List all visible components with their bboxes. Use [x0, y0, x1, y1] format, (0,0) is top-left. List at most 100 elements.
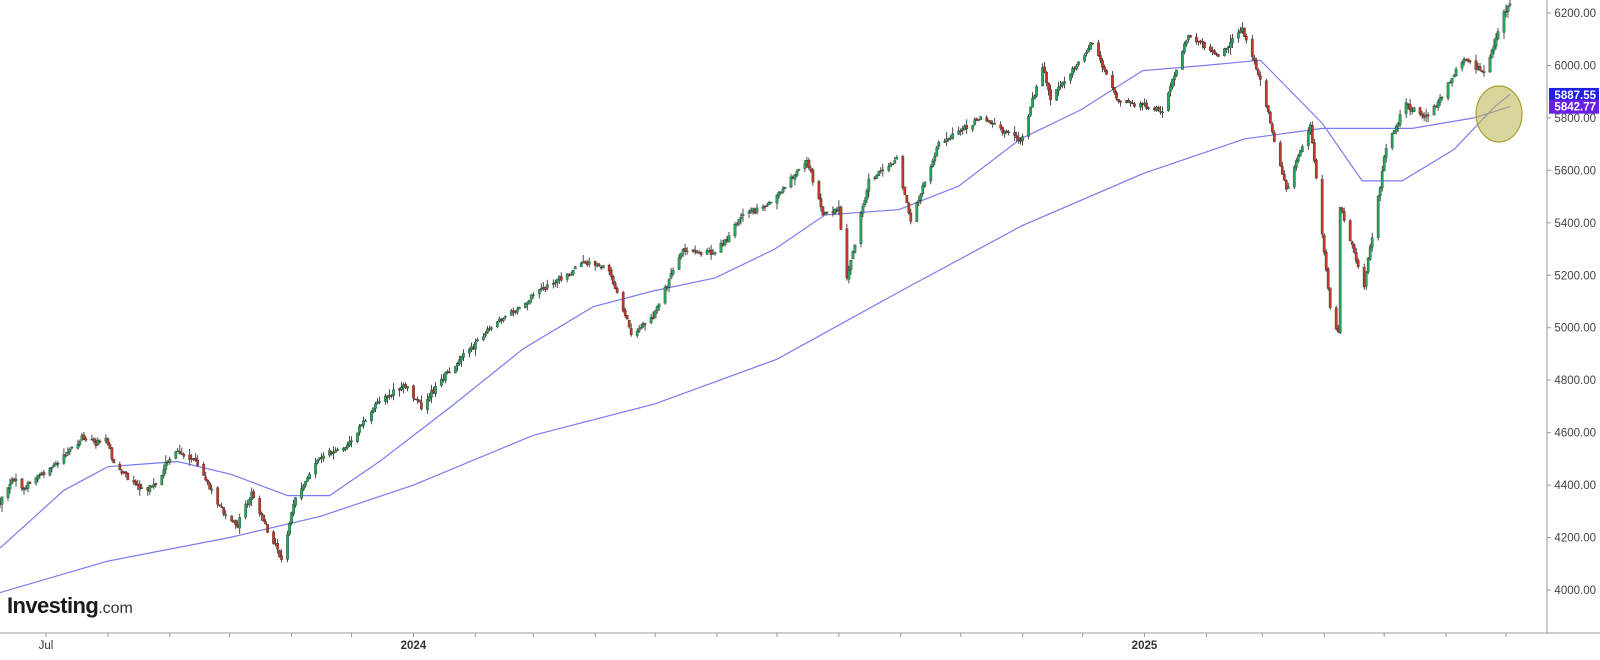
candle [917, 195, 921, 206]
candle [182, 452, 186, 460]
candle [807, 157, 811, 170]
candle [1063, 76, 1066, 89]
candle [573, 265, 577, 270]
ma200-price-tag: 5842.77 [1549, 99, 1599, 114]
candle [1113, 86, 1116, 95]
ma50-price-tag: 5887.55 [1549, 87, 1599, 102]
candle [1007, 129, 1011, 136]
candle [28, 481, 32, 484]
candle [817, 179, 821, 201]
candle [1462, 56, 1466, 66]
candle [739, 212, 743, 225]
candle [448, 367, 451, 374]
candle [96, 437, 100, 446]
candle [110, 447, 114, 462]
candle [300, 482, 303, 501]
candle [1350, 240, 1354, 249]
candle [316, 459, 319, 465]
candle [1312, 138, 1316, 164]
candle [440, 374, 443, 388]
candle [238, 513, 242, 534]
candle [290, 511, 293, 526]
y-tick-label: 4800.00 [1554, 375, 1596, 387]
candle [154, 482, 158, 488]
candle [957, 126, 961, 136]
candle [821, 206, 825, 216]
candle [935, 145, 939, 157]
investing-logo: Investing.com [7, 593, 133, 618]
candle [34, 476, 38, 486]
candle [374, 401, 377, 413]
candle [1452, 74, 1456, 78]
candle [1003, 130, 1007, 138]
candle [356, 432, 359, 444]
candle [999, 121, 1003, 131]
candle [1454, 66, 1458, 77]
candle [1300, 144, 1304, 153]
candle [262, 514, 266, 523]
candle [252, 488, 256, 499]
candle [635, 328, 639, 339]
candle [719, 239, 723, 253]
candle [1268, 110, 1272, 125]
candle [1396, 121, 1400, 132]
candle [609, 267, 613, 280]
candle [1209, 43, 1212, 53]
candle [264, 519, 267, 525]
candle [1494, 33, 1498, 50]
candle [993, 118, 997, 125]
candle [1139, 101, 1142, 111]
candle [641, 321, 645, 329]
candle [907, 201, 911, 215]
candle [1167, 91, 1170, 112]
candle [224, 510, 228, 520]
ma50-line [0, 59, 1511, 549]
candle [877, 171, 881, 177]
candle [48, 466, 52, 477]
candle [1338, 206, 1342, 334]
candle [36, 474, 40, 482]
candle [1027, 113, 1030, 140]
candle [1412, 106, 1416, 113]
candle [66, 447, 70, 456]
candle [202, 461, 206, 476]
candle [781, 186, 785, 194]
candle [1450, 78, 1454, 87]
candle [174, 451, 178, 460]
candle [597, 262, 601, 267]
candle [761, 204, 765, 212]
crossover-highlight-circle [1475, 85, 1523, 143]
x-tick-label: Jul [39, 640, 54, 652]
candle [887, 163, 891, 173]
candle [1250, 34, 1254, 61]
candle [1127, 98, 1130, 103]
candle [168, 456, 172, 465]
candle [384, 393, 387, 405]
candle [400, 382, 403, 392]
candle [486, 326, 489, 334]
candle [1286, 183, 1290, 189]
candle [1029, 106, 1032, 117]
candle [288, 521, 291, 536]
candle [625, 314, 629, 320]
candle [1294, 157, 1298, 171]
candle [148, 485, 152, 495]
candle [260, 511, 264, 521]
candle [272, 530, 275, 545]
candle [134, 479, 138, 487]
candle [1097, 39, 1100, 57]
candle [1195, 33, 1198, 45]
candle [280, 549, 283, 563]
candle [218, 504, 222, 507]
y-axis-tick-labels: 4000.00 4200.00 4400.00 4600.00 4800.00 5000.… [1554, 8, 1596, 597]
candle [1418, 106, 1422, 117]
candle [775, 193, 779, 210]
candle [607, 263, 611, 276]
candle [1382, 154, 1386, 172]
candle [509, 308, 513, 316]
candle [545, 279, 549, 291]
candle [1322, 233, 1326, 256]
candle [230, 515, 234, 522]
